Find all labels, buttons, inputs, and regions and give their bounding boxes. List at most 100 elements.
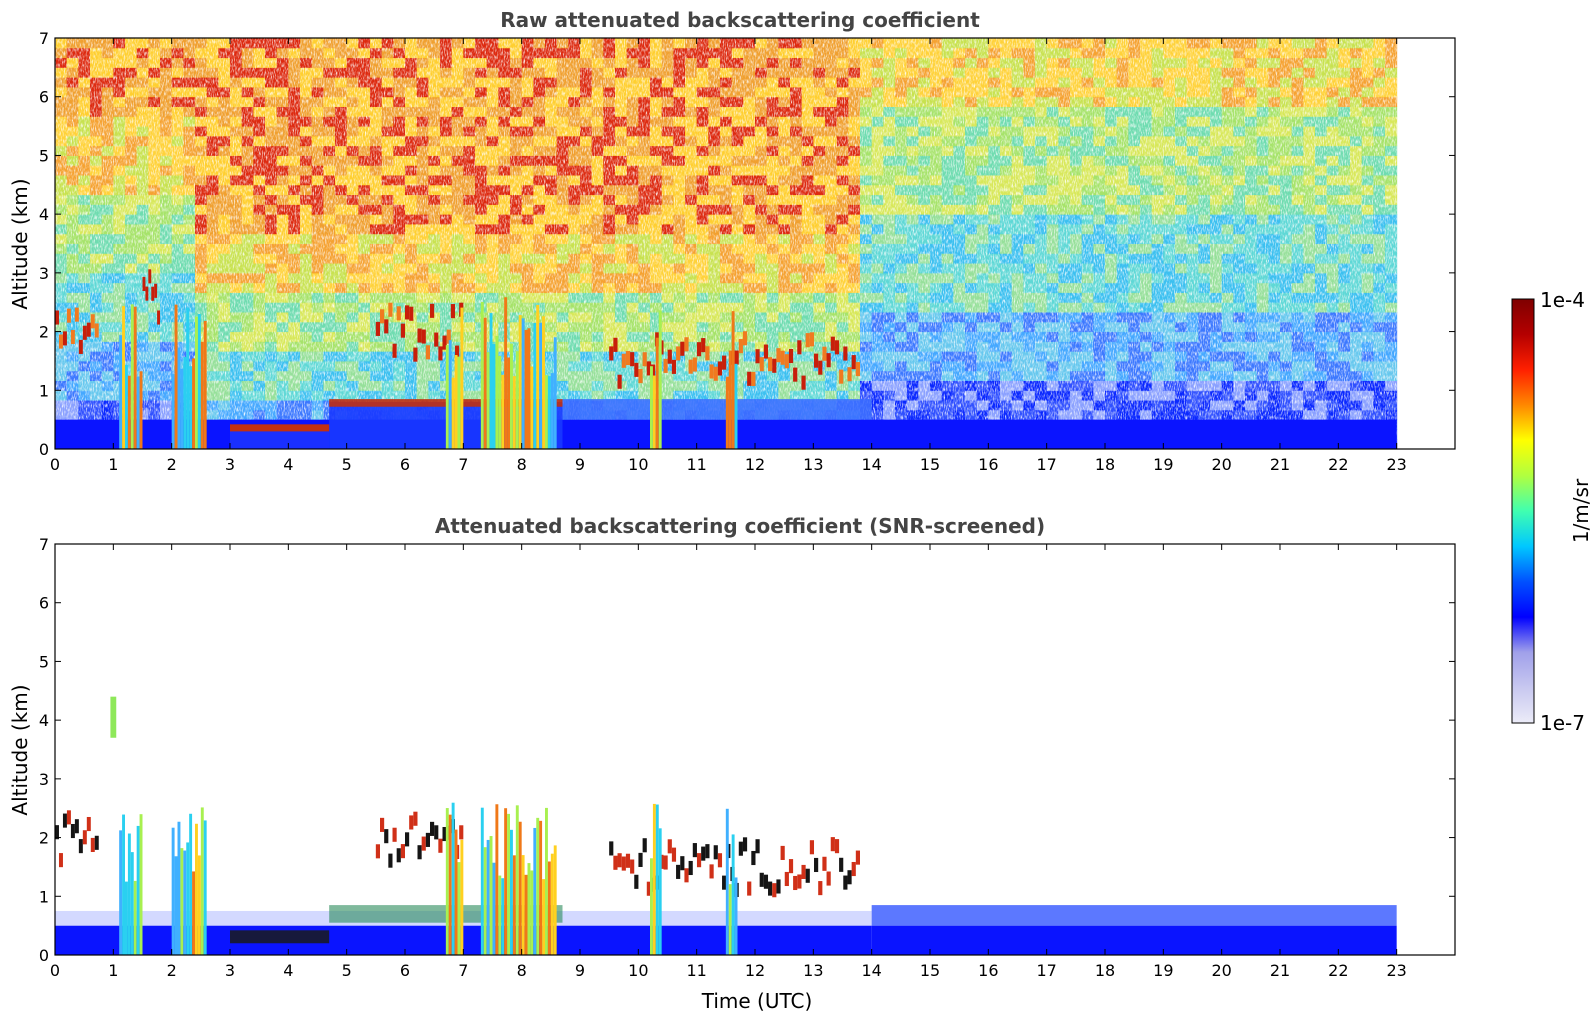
cloud-segment <box>634 362 639 377</box>
precipitation-shaft <box>504 297 508 449</box>
cloud-segment <box>434 332 439 347</box>
aerosol-layer <box>562 399 872 420</box>
cloud-segment <box>797 340 802 355</box>
precipitation-shaft <box>486 352 490 449</box>
precipitation-shaft <box>451 377 455 449</box>
cloud-segment <box>855 362 860 377</box>
aerosol-layer <box>230 428 330 449</box>
cloud-segment <box>151 286 155 301</box>
cloud-segment <box>62 331 67 346</box>
cloud-segment <box>680 341 685 356</box>
cloud-segment <box>784 354 789 369</box>
cloud-segment <box>438 346 443 361</box>
cloud-segment <box>417 328 422 343</box>
cloud-segment <box>701 338 706 353</box>
precipitation-shaft <box>515 351 519 449</box>
cloud-segment <box>388 302 393 317</box>
cloud-segment <box>671 359 677 374</box>
precipitation-shaft <box>457 356 461 449</box>
precipitation-shaft <box>203 320 207 449</box>
cloud-segment <box>145 286 149 301</box>
cloud-segment <box>450 304 455 319</box>
precipitation-shaft <box>655 337 659 449</box>
cloud-segment <box>709 364 714 379</box>
cloud-segment <box>455 345 460 360</box>
cloud-segment <box>66 308 71 323</box>
precipitation-shaft <box>127 375 131 449</box>
precipitation-shaft <box>527 328 531 449</box>
cloud-segment <box>384 319 389 334</box>
layer-top <box>329 399 563 407</box>
precipitation-shaft <box>495 335 499 449</box>
cloud-segment <box>788 348 794 364</box>
cloud-segment <box>692 357 697 372</box>
precipitation-shaft <box>492 344 496 449</box>
cloud-segment <box>446 329 451 344</box>
precipitation-shaft <box>119 335 123 449</box>
cloud-segment <box>801 375 806 390</box>
precipitation-shaft <box>512 376 516 449</box>
precipitation-shaft <box>454 354 458 449</box>
cloud-segment <box>755 349 760 364</box>
cloud-segment <box>421 329 426 344</box>
panel-title: Raw attenuated backscattering coefficien… <box>500 8 980 32</box>
cloud-segment <box>663 358 668 373</box>
cloud-segment <box>751 371 756 387</box>
precipitation-shaft <box>180 368 184 449</box>
cloud-segment <box>688 359 693 374</box>
precipitation-shaft <box>177 347 181 449</box>
precipitation-shaft <box>507 357 510 449</box>
cloud-segment <box>667 349 672 364</box>
cloud-segment <box>630 352 635 367</box>
precipitation-shaft <box>533 322 537 449</box>
precipitation-shaft <box>498 355 502 449</box>
precipitation-shaft <box>200 341 204 449</box>
precipitation-shaft <box>521 318 525 449</box>
cloud-segment <box>734 350 739 365</box>
cloud-segment <box>851 355 856 370</box>
heatmap-layer <box>55 38 1398 450</box>
cloud-segment <box>157 310 160 325</box>
cloud-segment <box>430 303 435 318</box>
cloud-segment <box>839 369 844 384</box>
precipitation-shaft <box>489 313 493 449</box>
cloud-segment <box>625 351 631 366</box>
cloud-segment <box>380 309 385 324</box>
cloud-segment <box>684 337 689 352</box>
cloud-segment <box>58 334 63 349</box>
precipitation-shaft <box>510 343 513 449</box>
cloud-segment <box>617 374 622 389</box>
layer-top <box>230 424 330 432</box>
precipitation-shaft <box>130 304 134 449</box>
cloud-segment <box>396 306 401 321</box>
cloud-segment <box>400 323 405 338</box>
precipitation-shaft <box>545 375 548 449</box>
precipitation-shaft <box>483 317 487 449</box>
precipitation-shaft <box>524 329 528 449</box>
cloud-segment <box>148 269 152 284</box>
precipitation-shaft <box>448 340 452 449</box>
precipitation-shaft <box>539 322 543 449</box>
cloud-segment <box>375 321 380 336</box>
cloud-segment <box>763 344 769 359</box>
precipitation-shaft <box>553 337 557 449</box>
precipitation-shaft <box>122 306 125 449</box>
cloud-segment <box>759 357 764 372</box>
precipitation-shaft <box>550 373 554 449</box>
precipitation-shaft <box>480 301 484 449</box>
cloud-segment <box>776 348 781 363</box>
cloud-segment <box>442 335 447 350</box>
precipitation-shaft <box>460 307 464 449</box>
cloud-segment <box>86 322 91 337</box>
cloud-segment <box>413 347 418 362</box>
precipitation-shaft <box>174 304 178 449</box>
cloud-segment <box>772 358 777 373</box>
precipitation-shaft <box>445 345 449 449</box>
cloud-segment <box>818 360 823 375</box>
cloud-segment <box>613 337 618 352</box>
cloud-segment <box>646 361 651 376</box>
cloud-segment <box>154 283 158 298</box>
cloud-segment <box>609 346 614 361</box>
precipitation-group <box>119 297 738 449</box>
